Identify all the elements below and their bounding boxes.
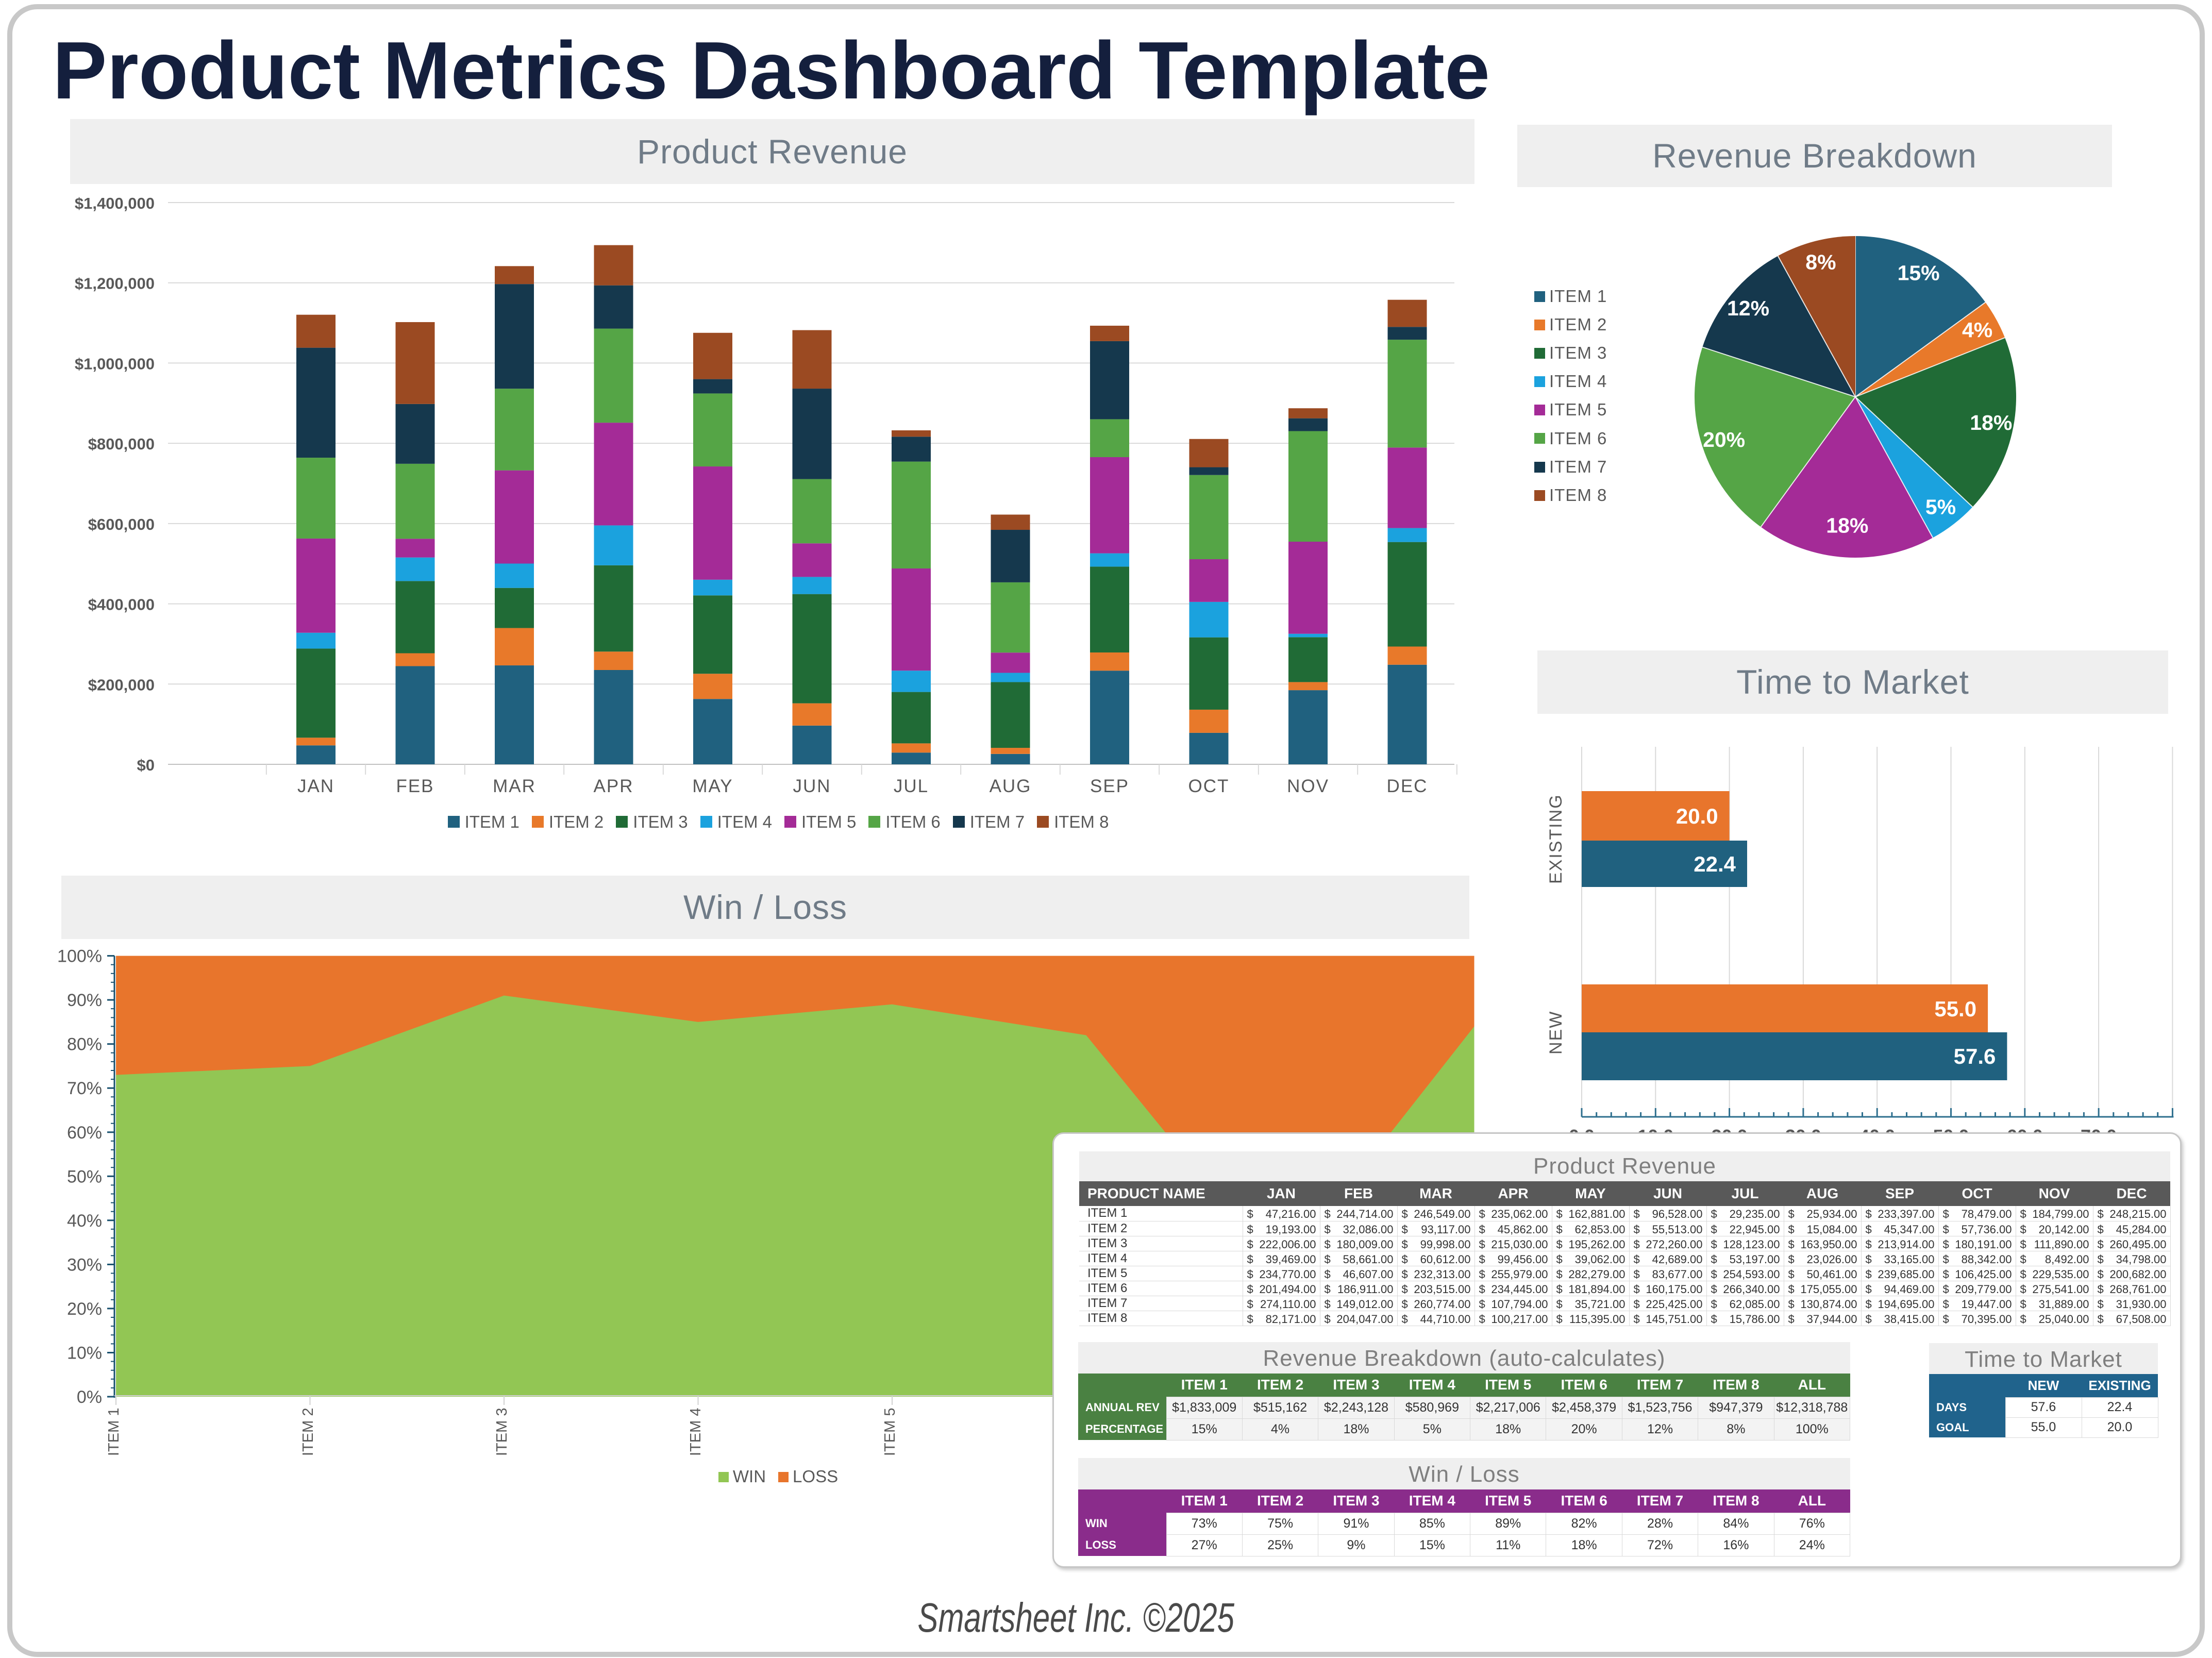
svg-text:15%: 15% bbox=[1898, 261, 1940, 284]
svg-text:20%: 20% bbox=[67, 1299, 102, 1319]
svg-text:70%: 70% bbox=[67, 1079, 102, 1098]
svg-text:5%: 5% bbox=[1925, 495, 1956, 518]
svg-text:18%: 18% bbox=[1826, 514, 1868, 538]
svg-text:OCT: OCT bbox=[1188, 776, 1230, 796]
svg-text:80%: 80% bbox=[67, 1035, 102, 1054]
svg-text:57.6: 57.6 bbox=[1954, 1044, 1996, 1068]
svg-text:4%: 4% bbox=[1962, 318, 1992, 342]
svg-text:SEP: SEP bbox=[1090, 776, 1129, 796]
svg-text:100%: 100% bbox=[57, 948, 102, 966]
svg-text:APR: APR bbox=[594, 776, 634, 796]
svg-text:DEC: DEC bbox=[1387, 776, 1428, 796]
svg-text:50%: 50% bbox=[67, 1167, 102, 1186]
svg-text:20%: 20% bbox=[1703, 428, 1745, 451]
svg-text:$0: $0 bbox=[137, 756, 155, 774]
svg-text:JAN: JAN bbox=[297, 776, 334, 796]
svg-text:AUG: AUG bbox=[990, 776, 1032, 796]
svg-text:MAR: MAR bbox=[493, 776, 536, 796]
svg-text:$200,000: $200,000 bbox=[88, 676, 155, 694]
svg-text:20.0: 20.0 bbox=[1676, 804, 1718, 828]
svg-text:$1,000,000: $1,000,000 bbox=[75, 355, 155, 373]
svg-text:$600,000: $600,000 bbox=[88, 515, 155, 533]
svg-text:18%: 18% bbox=[1970, 411, 2012, 434]
svg-text:22.4: 22.4 bbox=[1694, 852, 1736, 876]
svg-text:90%: 90% bbox=[67, 991, 102, 1010]
svg-text:JUN: JUN bbox=[793, 776, 831, 796]
svg-text:$800,000: $800,000 bbox=[88, 435, 155, 453]
svg-text:10%: 10% bbox=[67, 1344, 102, 1363]
svg-text:MAY: MAY bbox=[692, 776, 733, 796]
svg-text:8%: 8% bbox=[1805, 250, 1836, 274]
svg-text:30%: 30% bbox=[67, 1255, 102, 1275]
svg-text:$1,200,000: $1,200,000 bbox=[75, 275, 155, 293]
svg-text:JUL: JUL bbox=[894, 776, 929, 796]
svg-text:0%: 0% bbox=[77, 1387, 102, 1407]
svg-text:$1,400,000: $1,400,000 bbox=[75, 194, 155, 212]
svg-text:$400,000: $400,000 bbox=[88, 596, 155, 614]
svg-text:55.0: 55.0 bbox=[1934, 997, 1976, 1021]
svg-text:FEB: FEB bbox=[396, 776, 434, 796]
svg-text:60%: 60% bbox=[67, 1123, 102, 1143]
svg-text:40%: 40% bbox=[67, 1211, 102, 1231]
svg-text:12%: 12% bbox=[1727, 296, 1769, 320]
svg-text:NOV: NOV bbox=[1287, 776, 1329, 796]
